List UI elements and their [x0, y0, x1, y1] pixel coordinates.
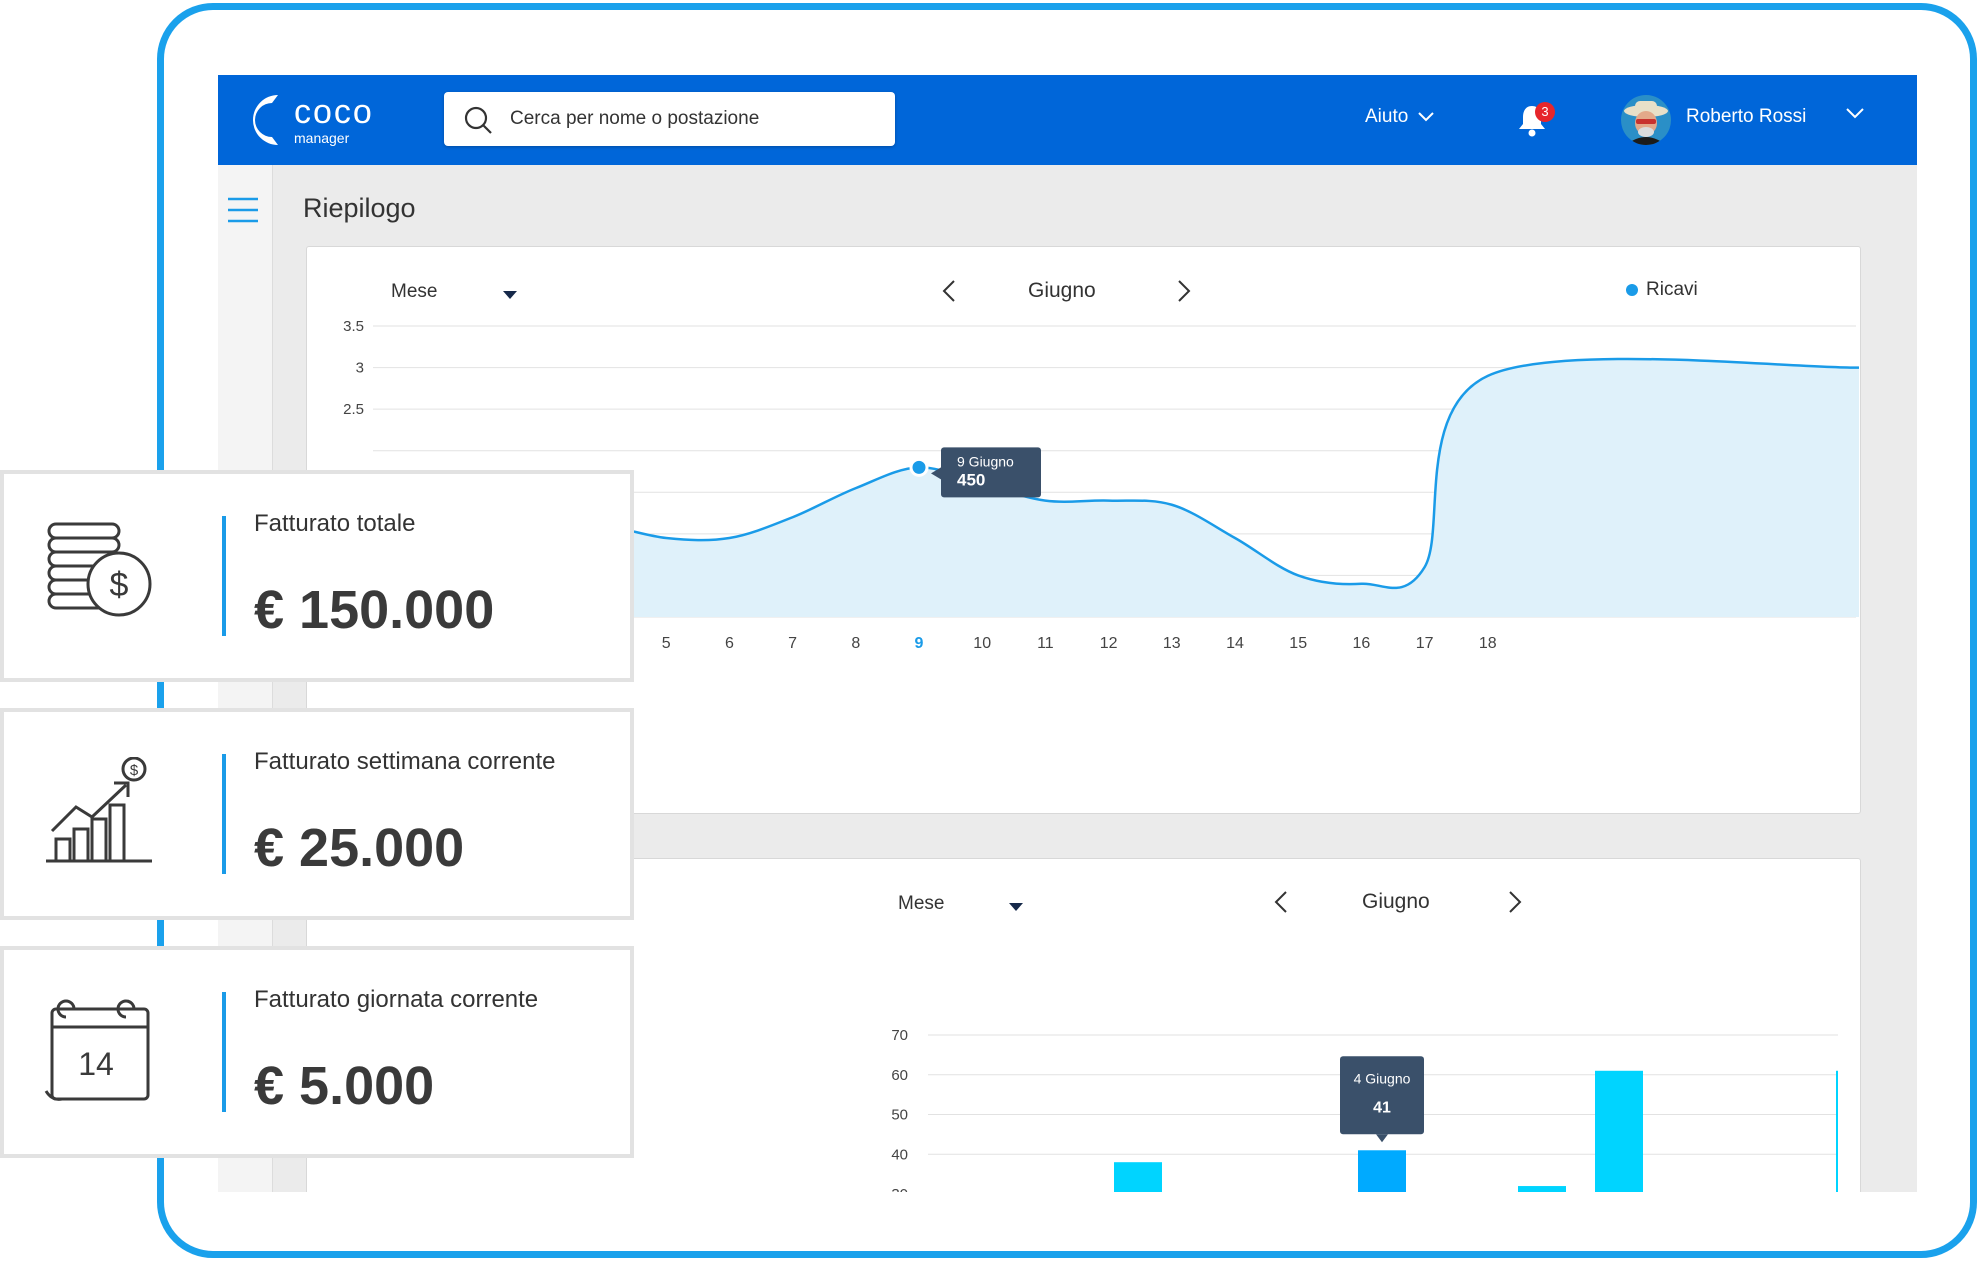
chevron-left-icon[interactable]	[1270, 890, 1294, 914]
stat-value: € 150.000	[254, 580, 495, 640]
page-title: Riepilogo	[303, 193, 416, 223]
search-box[interactable]: Cerca per nome o postazione	[444, 92, 895, 146]
month-label: Giugno	[1028, 279, 1096, 302]
x-tick-label: 8	[851, 635, 860, 652]
notification-badge: 3	[1535, 102, 1555, 122]
stat-divider	[222, 754, 226, 874]
stat-label: Fatturato totale	[254, 510, 416, 537]
caret-down-icon[interactable]	[503, 291, 517, 299]
stat-card-total-revenue: $ Fatturato totale € 150.000	[0, 470, 634, 682]
coins-dollar-icon: $	[47, 522, 152, 617]
bar	[1836, 1070, 1838, 1192]
series-line-ricavi	[372, 357, 1859, 590]
stat-label: Fatturato settimana corrente	[254, 748, 556, 775]
x-tick-label: 12	[1100, 635, 1118, 652]
x-tick-label: 18	[1479, 635, 1497, 652]
month-label: Giugno	[1362, 890, 1430, 913]
logo-subtext: manager	[294, 130, 350, 146]
top-navigation-bar: coco manager Cerca per nome o postazione…	[218, 75, 1917, 165]
x-tick-label: 9	[915, 635, 924, 652]
x-tick-label: 5	[662, 635, 671, 652]
x-tick-label: 13	[1163, 635, 1181, 652]
caret-down-icon[interactable]	[1009, 903, 1023, 911]
y-tick-label: 30	[891, 1186, 908, 1192]
y-tick-label: 2.5	[343, 401, 364, 418]
period-select-value[interactable]: Mese	[898, 893, 945, 914]
y-tick-label: 70	[891, 1027, 908, 1044]
x-tick-label: 10	[973, 635, 991, 652]
bar-chart: 70 60 50 40 30 4 Giugno 41	[891, 1027, 1838, 1192]
svg-text:$: $	[110, 566, 129, 604]
x-tick-label: 16	[1353, 635, 1371, 652]
x-tick-label: 6	[725, 635, 734, 652]
growth-chart-icon: $	[46, 757, 152, 863]
tooltip-date: 9 Giugno	[957, 453, 1014, 469]
user-name[interactable]: Roberto Rossi	[1686, 106, 1807, 127]
stat-label: Fatturato giornata corrente	[254, 986, 539, 1013]
svg-text:$: $	[130, 762, 139, 779]
svg-text:14: 14	[78, 1046, 114, 1082]
x-tick-label: 14	[1226, 635, 1244, 652]
stat-card-week-revenue: $ Fatturato settimana corrente € 25.000	[0, 708, 634, 920]
y-tick-label: 3.5	[343, 318, 364, 335]
help-menu[interactable]: Aiuto	[1365, 106, 1435, 128]
bar	[1114, 1162, 1162, 1192]
bar	[1595, 1070, 1643, 1192]
tooltip-date: 4 Giugno	[1354, 1070, 1411, 1086]
stat-value: € 25.000	[254, 818, 465, 878]
bar-tooltip: 4 Giugno 41	[1340, 1056, 1424, 1143]
x-tick-label: 11	[1037, 635, 1054, 652]
chart-tooltip: 9 Giugno 450	[931, 447, 1041, 498]
stat-divider	[222, 516, 226, 636]
chevron-down-icon	[1418, 112, 1435, 122]
y-tick-label: 60	[891, 1067, 908, 1084]
x-tick-label: 15	[1289, 635, 1307, 652]
chevron-left-icon[interactable]	[938, 279, 962, 303]
search-icon	[464, 106, 492, 134]
bar	[1358, 1150, 1406, 1192]
x-tick-label: 7	[788, 635, 797, 652]
y-tick-label: 3	[356, 360, 364, 377]
period-select-value[interactable]: Mese	[391, 281, 438, 302]
x-tick-label: 17	[1416, 635, 1434, 652]
tooltip-value: 450	[957, 470, 985, 489]
avatar[interactable]	[1621, 95, 1671, 145]
help-label: Aiuto	[1365, 106, 1409, 127]
legend-label: Ricavi	[1646, 279, 1698, 300]
chart-legend: Ricavi	[1626, 279, 1698, 301]
y-tick-label: 40	[891, 1146, 908, 1163]
stat-value: € 5.000	[254, 1056, 435, 1116]
calendar-icon: 14	[44, 999, 150, 1101]
highlighted-point	[909, 457, 929, 477]
y-tick-label: 50	[891, 1107, 908, 1124]
coco-manager-logo[interactable]: coco manager	[240, 85, 410, 155]
area-fill	[373, 358, 1859, 617]
search-placeholder[interactable]: Cerca per nome o postazione	[510, 108, 760, 129]
logo-text: coco	[294, 93, 374, 131]
stat-card-day-revenue: 14 Fatturato giornata corrente € 5.000	[0, 946, 634, 1158]
chevron-right-icon[interactable]	[1171, 279, 1195, 303]
stat-divider	[222, 992, 226, 1112]
chevron-right-icon[interactable]	[1502, 890, 1526, 914]
tooltip-value: 41	[1373, 1099, 1391, 1116]
legend-dot-ricavi	[1626, 284, 1638, 296]
chevron-down-icon[interactable]	[1846, 108, 1864, 120]
hamburger-menu-icon[interactable]	[228, 195, 258, 225]
bar	[1518, 1186, 1566, 1192]
